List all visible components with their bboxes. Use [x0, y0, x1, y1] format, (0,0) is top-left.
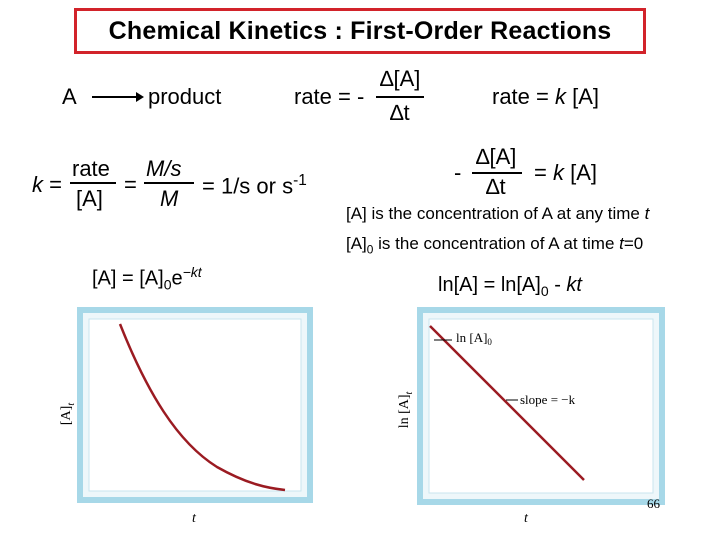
rate-def-lhs: rate = -	[294, 84, 365, 109]
graph-right-plot-area	[428, 318, 654, 494]
note-line-1: [A] is the concentration of A at any tim…	[346, 204, 650, 223]
k-frac2-line	[144, 182, 194, 184]
diff-eq-rhs: = k [A]	[534, 160, 597, 185]
diff-eq-fraction-line	[472, 172, 522, 174]
graph-left-ylabel: [A]t	[59, 403, 77, 425]
page-title: Chemical Kinetics : First-Order Reaction…	[108, 16, 612, 45]
graph-left-plot-area	[88, 318, 302, 492]
product-label: product	[148, 84, 222, 109]
linear-decay-line	[429, 325, 585, 481]
graph-right-ylabel: ln [A]t	[397, 391, 415, 428]
ln-linear-graph: ln [A]0 slope = −k ln [A]t t	[397, 307, 665, 526]
note-line-2: [A]0 is the concentration of A at time t…	[346, 234, 644, 257]
k-eq: =	[124, 172, 137, 197]
diff-eq-denominator: ∆t	[486, 174, 506, 199]
page-number: 66	[647, 496, 660, 511]
graph-left-xlabel: t	[192, 511, 197, 526]
graph-right-ylabel-text: ln [A]t	[397, 391, 415, 428]
title-box: Chemical Kinetics : First-Order Reaction…	[74, 8, 646, 54]
integrated-exp-equation: [A] = [A]0e−kt	[92, 264, 202, 293]
decay-curve	[118, 323, 286, 492]
rate-def-fraction-line	[376, 96, 424, 98]
graph-right-xlabel: t	[524, 511, 529, 526]
integrated-log-equation: ln[A] = ln[A]0 - kt	[438, 274, 582, 299]
rate-def-numerator: ∆[A]	[380, 66, 421, 91]
k-symbol: k =	[32, 172, 62, 197]
reactant-label: A	[62, 84, 77, 109]
k-den2: M	[160, 186, 179, 211]
k-num1: rate	[72, 156, 110, 181]
intercept-label: ln [A]0	[456, 330, 492, 347]
rate-law: rate = k [A]	[492, 84, 599, 109]
rate-def-denominator: ∆t	[390, 100, 410, 125]
diff-eq-numerator: ∆[A]	[476, 144, 517, 169]
exponential-decay-graph: [A]t t	[59, 307, 313, 526]
diff-eq-minus: -	[454, 160, 462, 185]
k-num2: M/s	[146, 156, 182, 181]
k-frac1-line	[70, 182, 116, 184]
graph-left-ylabel-text: [A]t	[59, 403, 77, 425]
k-units: = 1/s or s-1	[202, 172, 307, 199]
slope-label: slope = −k	[520, 392, 576, 407]
reaction-arrow	[92, 92, 144, 102]
k-den1: [A]	[76, 186, 103, 211]
